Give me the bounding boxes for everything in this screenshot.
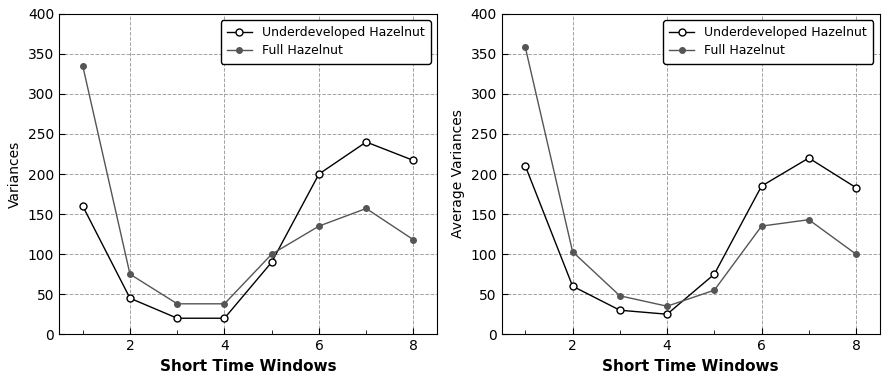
- Underdeveloped Hazelnut: [77, 204, 88, 208]
- Full Hazelnut: [662, 304, 672, 309]
- Line: Full Hazelnut: Full Hazelnut: [522, 45, 859, 309]
- Underdeveloped Hazelnut: [851, 185, 861, 190]
- Full Hazelnut: [266, 252, 277, 256]
- Underdeveloped Hazelnut: [313, 172, 324, 176]
- Full Hazelnut: [757, 224, 767, 228]
- Underdeveloped Hazelnut: [709, 272, 719, 277]
- Underdeveloped Hazelnut: [757, 184, 767, 188]
- Legend: Underdeveloped Hazelnut, Full Hazelnut: Underdeveloped Hazelnut, Full Hazelnut: [220, 20, 431, 63]
- Underdeveloped Hazelnut: [124, 296, 135, 301]
- Underdeveloped Hazelnut: [361, 140, 371, 144]
- Full Hazelnut: [172, 301, 183, 306]
- Underdeveloped Hazelnut: [520, 164, 531, 168]
- Underdeveloped Hazelnut: [219, 316, 230, 320]
- Underdeveloped Hazelnut: [804, 156, 814, 160]
- Underdeveloped Hazelnut: [567, 284, 578, 288]
- X-axis label: Short Time Windows: Short Time Windows: [160, 359, 337, 374]
- Line: Underdeveloped Hazelnut: Underdeveloped Hazelnut: [79, 139, 416, 322]
- Full Hazelnut: [851, 252, 861, 256]
- Underdeveloped Hazelnut: [614, 308, 625, 312]
- Underdeveloped Hazelnut: [266, 260, 277, 264]
- Full Hazelnut: [614, 293, 625, 298]
- Full Hazelnut: [709, 288, 719, 293]
- Y-axis label: Variances: Variances: [8, 141, 22, 208]
- Underdeveloped Hazelnut: [408, 158, 419, 163]
- Line: Underdeveloped Hazelnut: Underdeveloped Hazelnut: [522, 155, 860, 318]
- Full Hazelnut: [124, 272, 135, 277]
- Y-axis label: Average Variances: Average Variances: [451, 110, 465, 238]
- Full Hazelnut: [567, 249, 578, 254]
- Full Hazelnut: [219, 301, 230, 306]
- Full Hazelnut: [408, 238, 419, 242]
- Line: Full Hazelnut: Full Hazelnut: [80, 63, 416, 307]
- Full Hazelnut: [520, 45, 531, 50]
- Full Hazelnut: [804, 217, 814, 222]
- Full Hazelnut: [77, 64, 88, 68]
- Full Hazelnut: [313, 224, 324, 228]
- Underdeveloped Hazelnut: [662, 312, 672, 317]
- Full Hazelnut: [361, 206, 371, 211]
- Underdeveloped Hazelnut: [172, 316, 183, 320]
- Legend: Underdeveloped Hazelnut, Full Hazelnut: Underdeveloped Hazelnut, Full Hazelnut: [663, 20, 874, 63]
- X-axis label: Short Time Windows: Short Time Windows: [602, 359, 779, 374]
